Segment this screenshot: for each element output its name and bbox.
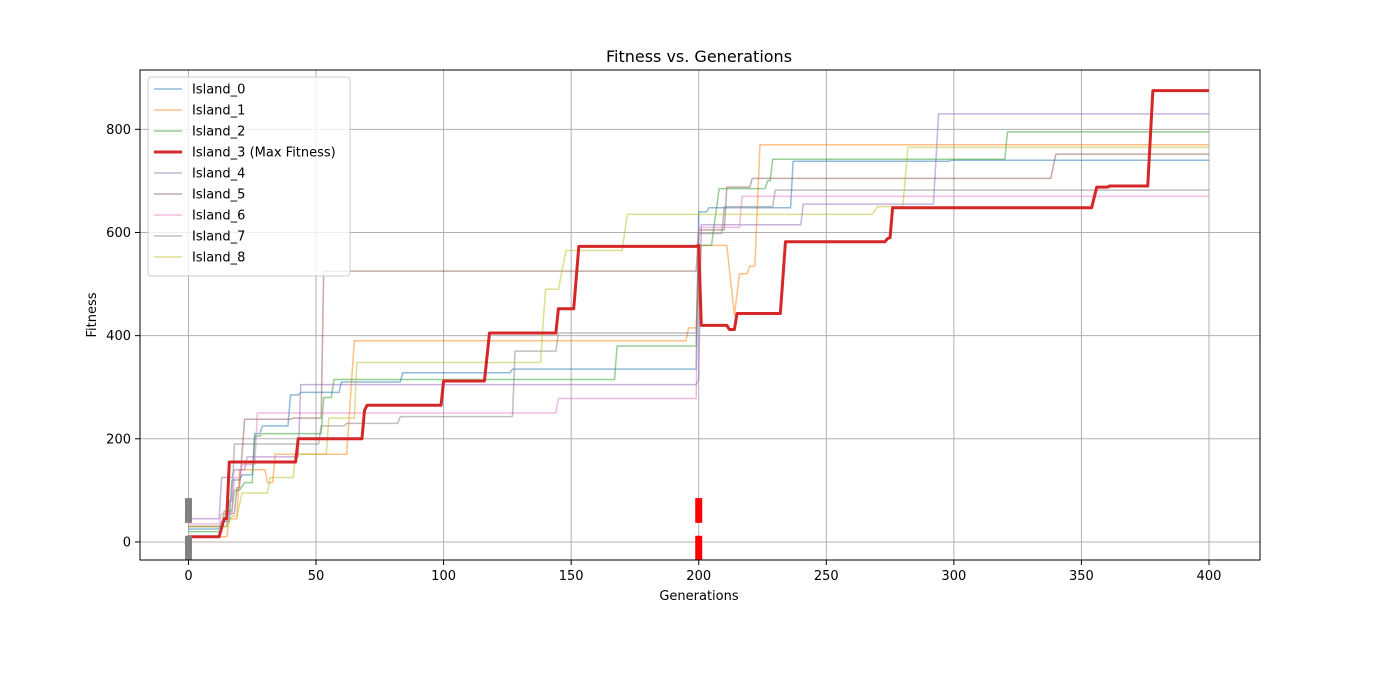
chart-title: Fitness vs. Generations	[606, 47, 792, 66]
legend-box	[147, 76, 351, 277]
legend-entry: Island_7	[192, 230, 245, 245]
series-line-island-8	[188, 146, 1209, 528]
series-line-island-5	[188, 153, 1209, 528]
x-tick-label: 100	[431, 569, 456, 584]
series-line-island-7	[188, 189, 1209, 528]
x-axis: 0 50 100 150 200 250 300 350 400	[184, 560, 1221, 584]
y-tick-label: 200	[106, 432, 131, 447]
legend-entry: Island_1	[192, 104, 245, 119]
series-line-island-3	[188, 89, 1209, 539]
series-line-island-1	[188, 144, 1209, 538]
y-tick-label: 600	[106, 226, 131, 241]
x-tick-label: 200	[686, 569, 711, 584]
legend-entry: Island_5	[192, 188, 245, 203]
legend-entry: Island_4	[192, 167, 245, 182]
legend-entry: Island_6	[192, 209, 245, 224]
generation-marker	[695, 535, 703, 560]
x-tick-label: 50	[308, 569, 325, 584]
x-tick-label: 150	[559, 569, 584, 584]
legend: Island_0 Island_1 Island_2 Island_3 (Max Fi…	[147, 76, 351, 277]
y-tick-label: 0	[123, 535, 131, 550]
x-tick-label: 250	[814, 569, 839, 584]
legend-entry: Island_3 (Max Fitness)	[192, 146, 336, 161]
legend-entry: Island_2	[192, 125, 245, 140]
legend-entry: Island_8	[192, 251, 245, 266]
y-tick-label: 400	[106, 329, 131, 344]
legend-entry: Island_0	[192, 83, 245, 98]
x-tick-label: 350	[1069, 569, 1094, 584]
plot-area	[184, 89, 1209, 560]
plot-frame	[139, 69, 1261, 561]
y-axis: 0 200 400 600 800	[106, 123, 140, 550]
y-tick-label: 800	[106, 123, 131, 138]
x-tick-label: 400	[1197, 569, 1222, 584]
y-axis-label: Fitness	[85, 292, 100, 337]
generation-marker	[695, 498, 703, 523]
generation-marker	[184, 498, 192, 523]
x-axis-label: Generations	[659, 589, 739, 604]
x-tick-label: 300	[941, 569, 966, 584]
x-tick-label: 0	[184, 569, 192, 584]
generation-marker	[184, 535, 192, 560]
